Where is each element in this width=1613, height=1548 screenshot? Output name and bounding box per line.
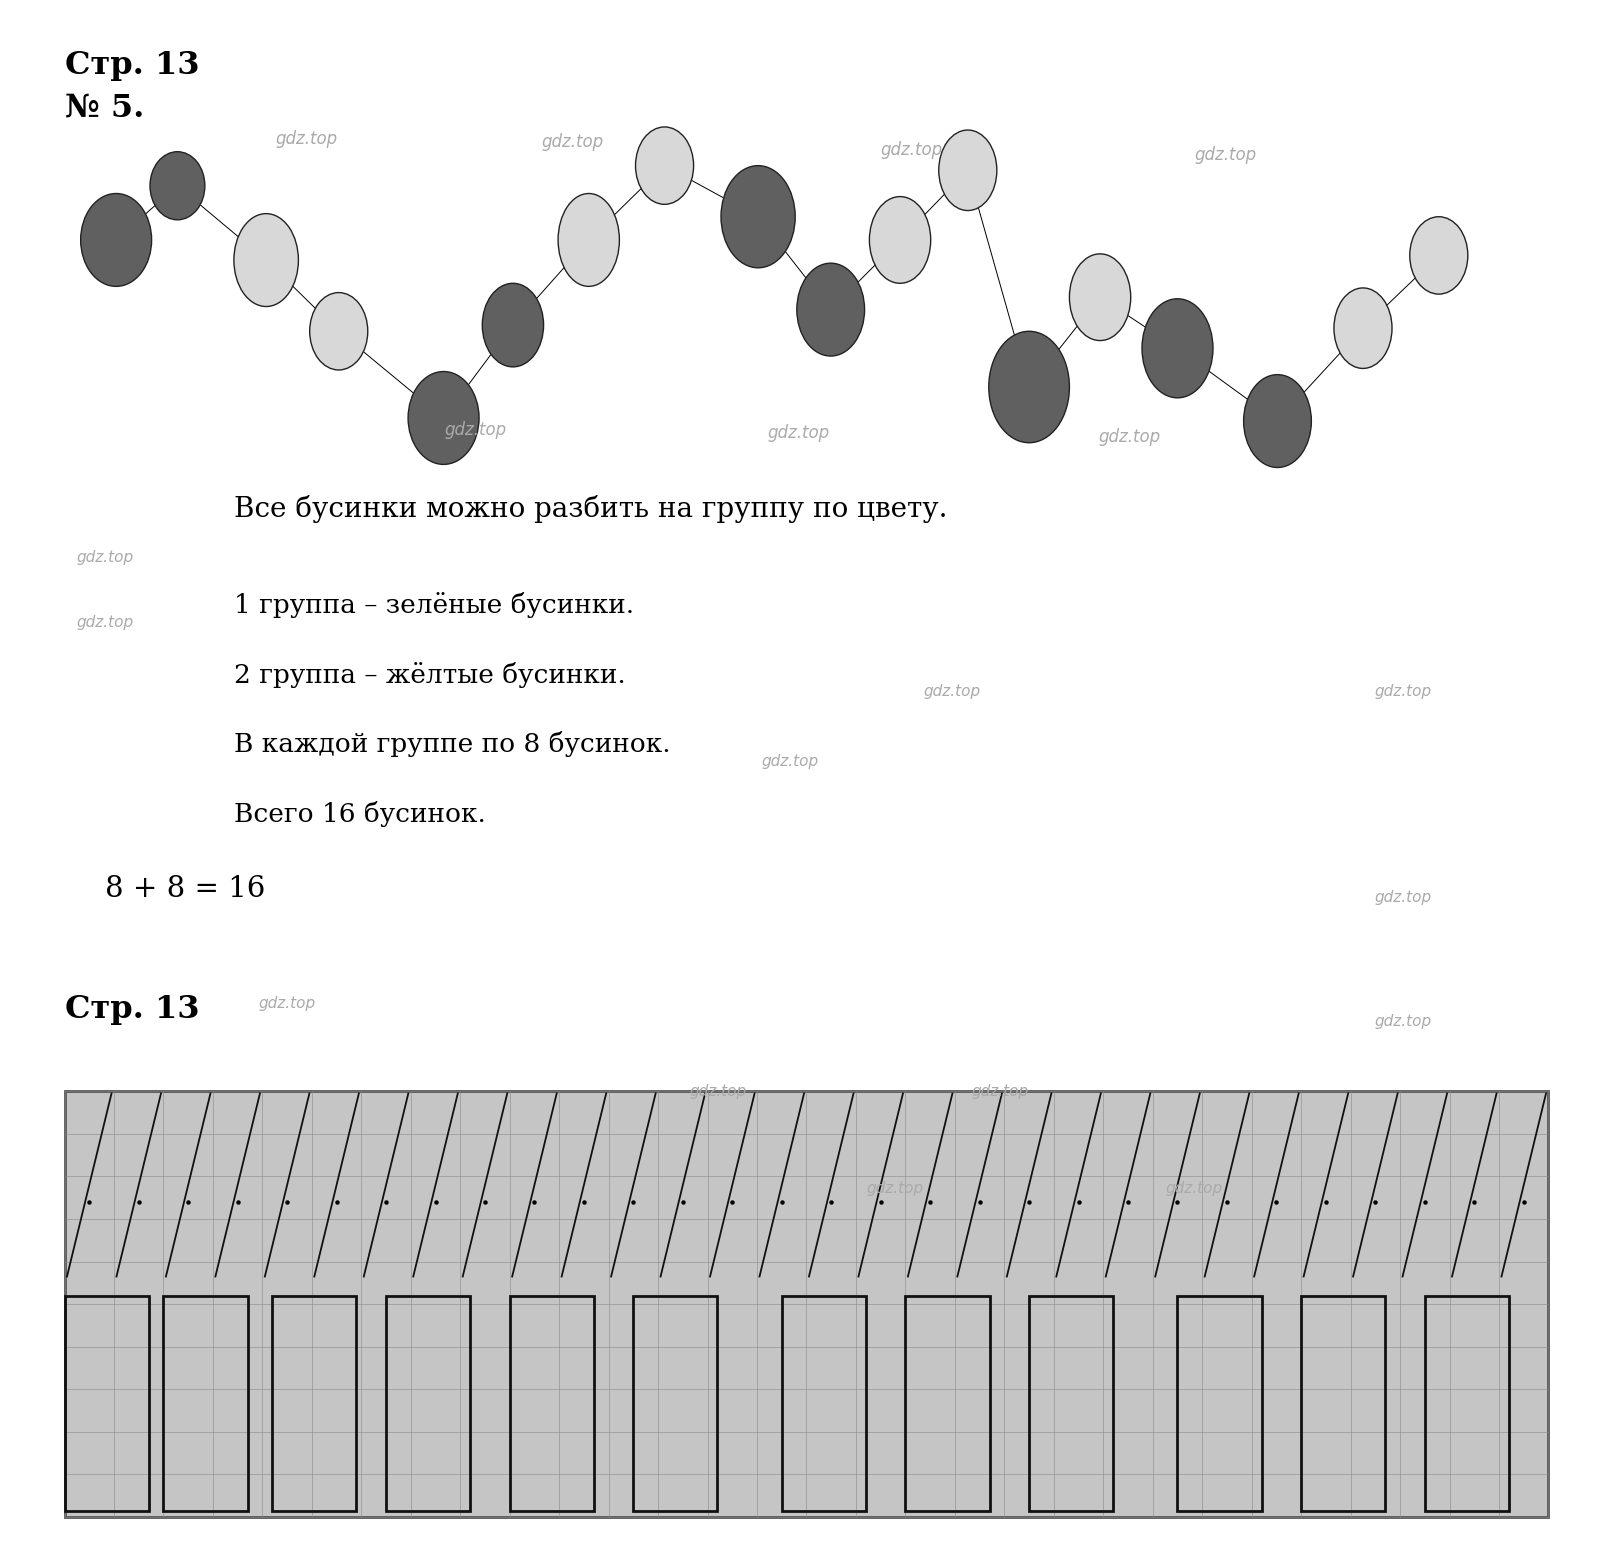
Text: Все бусинки можно разбить на группу по цвету.: Все бусинки можно разбить на группу по ц… (234, 495, 947, 523)
Text: gdz.top: gdz.top (689, 1084, 747, 1099)
Ellipse shape (234, 214, 298, 307)
Bar (65, 1296, 148, 1511)
Text: В каждой группе по 8 бусинок.: В каждой группе по 8 бусинок. (234, 731, 671, 757)
Text: gdz.top: gdz.top (276, 130, 337, 149)
Ellipse shape (150, 152, 205, 220)
Ellipse shape (310, 293, 368, 370)
Text: gdz.top: gdz.top (1374, 1014, 1432, 1029)
Ellipse shape (869, 197, 931, 283)
Ellipse shape (1244, 375, 1311, 467)
Text: gdz.top: gdz.top (76, 615, 134, 630)
Ellipse shape (81, 194, 152, 286)
Text: gdz.top: gdz.top (258, 995, 316, 1011)
Bar (163, 1296, 247, 1511)
Ellipse shape (989, 331, 1069, 443)
Ellipse shape (558, 194, 619, 286)
Ellipse shape (1142, 299, 1213, 398)
Bar (782, 1296, 866, 1511)
Bar (273, 1296, 356, 1511)
Text: gdz.top: gdz.top (1195, 146, 1257, 164)
Ellipse shape (408, 372, 479, 464)
Bar (905, 1296, 989, 1511)
Text: gdz.top: gdz.top (445, 421, 506, 440)
Text: gdz.top: gdz.top (971, 1084, 1029, 1099)
Text: gdz.top: gdz.top (1374, 684, 1432, 700)
Ellipse shape (939, 130, 997, 211)
Text: gdz.top: gdz.top (761, 754, 819, 769)
Text: gdz.top: gdz.top (1098, 427, 1160, 446)
Text: gdz.top: gdz.top (768, 424, 829, 443)
FancyBboxPatch shape (65, 1091, 1548, 1517)
Text: gdz.top: gdz.top (1374, 890, 1432, 906)
Text: gdz.top: gdz.top (542, 133, 603, 152)
Ellipse shape (636, 127, 694, 204)
Ellipse shape (721, 166, 795, 268)
Ellipse shape (1410, 217, 1468, 294)
Bar (1029, 1296, 1113, 1511)
Text: 1 группа – зелёные бусинки.: 1 группа – зелёные бусинки. (234, 591, 634, 618)
Text: № 5.: № 5. (65, 93, 144, 124)
Ellipse shape (1069, 254, 1131, 341)
Text: gdz.top: gdz.top (1165, 1181, 1223, 1197)
Text: gdz.top: gdz.top (76, 550, 134, 565)
Bar (1302, 1296, 1386, 1511)
Text: Стр. 13: Стр. 13 (65, 50, 198, 80)
Ellipse shape (797, 263, 865, 356)
Bar (634, 1296, 718, 1511)
Text: Стр. 13: Стр. 13 (65, 994, 198, 1025)
Ellipse shape (1334, 288, 1392, 368)
Bar (1424, 1296, 1508, 1511)
Text: gdz.top: gdz.top (881, 141, 942, 159)
Bar (510, 1296, 594, 1511)
Text: gdz.top: gdz.top (866, 1181, 924, 1197)
Ellipse shape (482, 283, 544, 367)
Text: gdz.top: gdz.top (923, 684, 981, 700)
Bar (1177, 1296, 1261, 1511)
Text: Всего 16 бусинок.: Всего 16 бусинок. (234, 800, 486, 827)
Text: 8 + 8 = 16: 8 + 8 = 16 (105, 875, 265, 902)
Text: 2 группа – жёлтые бусинки.: 2 группа – жёлтые бусинки. (234, 663, 626, 687)
Bar (386, 1296, 469, 1511)
